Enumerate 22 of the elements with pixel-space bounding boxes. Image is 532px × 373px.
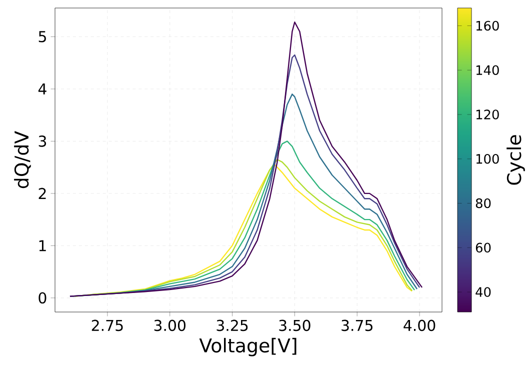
color-bar-label: 160: [476, 20, 499, 31]
y-tick-label: 5: [38, 31, 46, 42]
y-tick-label: 0: [38, 292, 46, 304]
x-axis-title: Voltage[V]: [199, 338, 296, 356]
color-bar-title: Cycle: [506, 135, 525, 185]
y-tick-label: 4: [38, 84, 46, 94]
y-tick-label: 2: [38, 188, 46, 199]
color-bar-label: 60: [476, 242, 491, 253]
color-bar-label: 80: [476, 198, 491, 208]
x-tick-label: 3.25: [216, 320, 248, 332]
color-bar-label: 120: [476, 110, 499, 120]
x-tick-label: 3.75: [342, 320, 372, 332]
x-tick-label: 2.75: [92, 320, 123, 332]
color-bar-label: 100: [476, 154, 499, 164]
x-tick-label: 3.00: [154, 320, 186, 332]
x-tick-label: 4.00: [404, 320, 436, 332]
y-tick-label: 1: [39, 240, 46, 252]
y-tick-label: 3: [38, 136, 46, 147]
color-bar-label: 140: [476, 65, 499, 76]
x-tick-label: 3.50: [279, 320, 310, 332]
y-axis-title: dQ/dV: [14, 131, 31, 188]
color-bar-label: 40: [476, 287, 491, 297]
